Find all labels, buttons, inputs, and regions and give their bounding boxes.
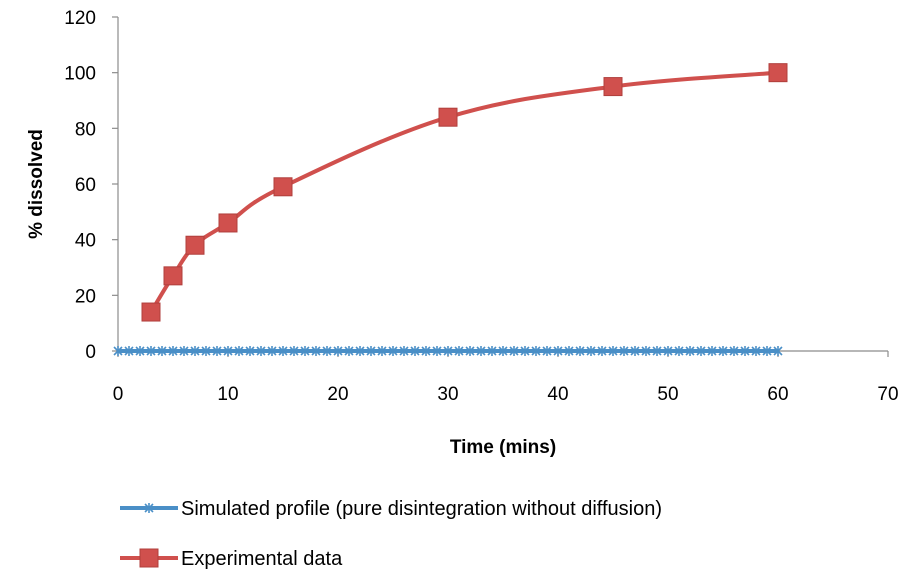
data-point [575,346,585,356]
data-point [212,346,222,356]
data-point [465,346,475,356]
y-tick-label: 40 [75,231,96,252]
data-point [322,346,332,356]
data-point [273,177,293,197]
data-point [553,346,563,356]
x-tick-label: 70 [877,384,898,405]
data-point [707,346,717,356]
data-point [498,346,508,356]
legend-swatch-marker [144,503,154,513]
y-tick-label: 80 [75,119,96,140]
data-point [234,346,244,356]
x-tick-label: 60 [767,384,788,405]
data-point [740,346,750,356]
data-point [179,346,189,356]
data-point [267,346,277,356]
data-point [141,302,161,322]
x-tick-label: 10 [217,384,238,405]
data-point [333,346,343,356]
data-point [124,346,134,356]
data-point [218,213,238,233]
data-point [135,346,145,356]
data-point [762,346,772,356]
data-point [641,346,651,356]
data-point [355,346,365,356]
legend-item: Simulated profile (pure disintegration w… [120,498,662,520]
data-point [729,346,739,356]
data-point [608,346,618,356]
legend-label: Simulated profile (pure disintegration w… [181,498,662,520]
data-point [619,346,629,356]
y-tick-label: 20 [75,286,96,307]
data-point [388,346,398,356]
legend-swatch-marker [139,548,159,568]
data-point [344,346,354,356]
legend-item: Experimental data [120,548,343,570]
data-point [751,346,761,356]
data-point [773,346,783,356]
data-point [300,346,310,356]
data-point [487,346,497,356]
x-tick-label: 0 [113,384,124,405]
y-tick-label: 100 [64,64,96,85]
x-tick-label: 20 [327,384,348,405]
data-point [718,346,728,356]
data-point [586,346,596,356]
y-tick-label: 0 [85,342,96,363]
data-point [163,266,183,286]
x-tick-label: 30 [437,384,458,405]
series-1 [141,63,788,322]
y-axis-title: % dissolved [26,129,47,239]
data-point [685,346,695,356]
data-point [410,346,420,356]
x-axis-title: Time (mins) [450,437,556,458]
data-point [190,346,200,356]
legend: Simulated profile (pure disintegration w… [120,498,662,570]
x-tick-label: 40 [547,384,568,405]
data-point [603,77,623,97]
data-point [223,346,233,356]
data-point [113,346,123,356]
data-point [531,346,541,356]
data-point [146,346,156,356]
data-point [597,346,607,356]
data-point [476,346,486,356]
data-point [443,346,453,356]
data-point [542,346,552,356]
series-0 [113,346,783,356]
data-point [421,346,431,356]
y-tick-label: 120 [64,8,96,29]
data-point [768,63,788,83]
series-layer [113,63,788,356]
data-point [168,346,178,356]
y-tick-label: 60 [75,175,96,196]
data-point [696,346,706,356]
series-line [149,70,779,314]
data-point [157,346,167,356]
data-point [509,346,519,356]
data-point [438,107,458,127]
data-point [630,346,640,356]
data-point [432,346,442,356]
data-point [256,346,266,356]
data-point [674,346,684,356]
data-point [278,346,288,356]
data-point [399,346,409,356]
legend-label: Experimental data [181,548,343,570]
data-point [185,235,205,255]
data-point [454,346,464,356]
data-point [311,346,321,356]
axes: 0 20 40 60 80 100 120 0 10 20 30 40 50 60 70 [64,8,898,405]
x-tick-label: 50 [657,384,678,405]
data-point [663,346,673,356]
data-point [289,346,299,356]
data-point [245,346,255,356]
data-point [520,346,530,356]
data-point [564,346,574,356]
data-point [366,346,376,356]
data-point [201,346,211,356]
data-point [652,346,662,356]
data-point [377,346,387,356]
